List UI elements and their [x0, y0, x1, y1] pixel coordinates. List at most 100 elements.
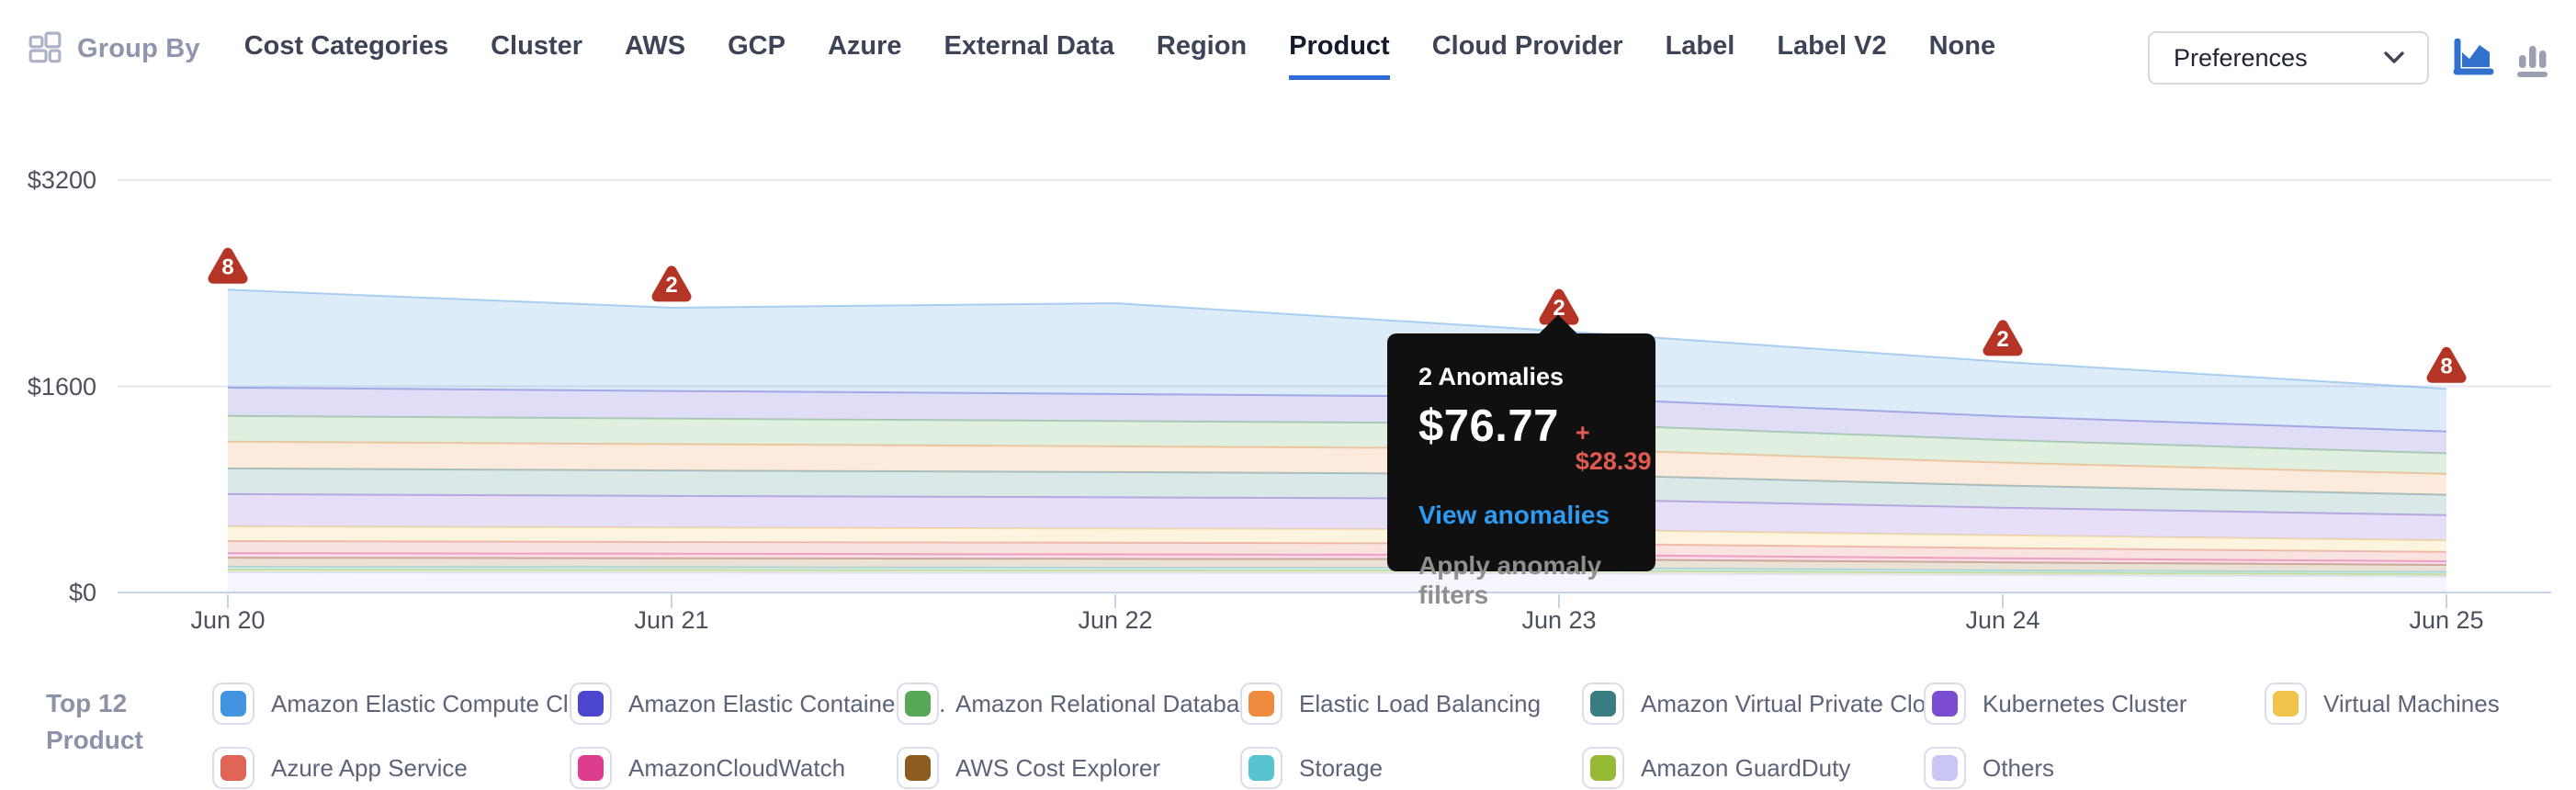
x-axis-label-jun-23: Jun 23: [1521, 606, 1597, 634]
tab-azure[interactable]: Azure: [827, 31, 902, 61]
tab-label-v2[interactable]: Label V2: [1777, 31, 1887, 61]
tab-none[interactable]: None: [1928, 31, 1996, 61]
legend-swatch-color: [1932, 755, 1958, 781]
legend-item-amazon-virtual-private-cloud[interactable]: Amazon Virtual Private Cloud: [1582, 682, 1952, 726]
legend-item-amazon-guardduty[interactable]: Amazon GuardDuty: [1582, 746, 1850, 790]
y-axis-label-3200: $3200: [27, 166, 96, 194]
legend-item-elastic-load-balancing[interactable]: Elastic Load Balancing: [1240, 682, 1541, 726]
legend-title: Top 12 Product: [46, 685, 143, 759]
legend-swatch-color: [578, 691, 604, 717]
preferences-dropdown[interactable]: Preferences: [2148, 31, 2429, 85]
tab-region[interactable]: Region: [1156, 31, 1248, 61]
tab-gcp[interactable]: GCP: [728, 31, 785, 61]
anomaly-tooltip: 2 Anomalies $76.77 + $28.39 View anomali…: [1387, 314, 1655, 609]
bar-chart-icon[interactable]: [2510, 36, 2554, 80]
legend-swatch-azure-app-service: [212, 747, 254, 789]
band-amazon-relational-database-service[interactable]: [228, 415, 2446, 474]
x-axis-label-jun-25: Jun 25: [2409, 606, 2484, 634]
legend-swatch-color: [1248, 691, 1274, 717]
tab-cluster[interactable]: Cluster: [491, 31, 583, 61]
band-kubernetes-cluster[interactable]: [228, 493, 2446, 541]
legend-label: Storage: [1299, 753, 1384, 782]
legend-item-amazoncloudwatch[interactable]: AmazonCloudWatch: [570, 746, 845, 790]
view-anomalies-link[interactable]: View anomalies: [1418, 501, 1610, 529]
legend-swatch-amazon-elastic-compute-cl: [212, 683, 254, 725]
anomaly-marker-jun-24[interactable]: 2: [1983, 320, 2023, 356]
legend-swatch-color: [1590, 755, 1616, 781]
anomaly-marker-jun-25[interactable]: 8: [2426, 346, 2467, 383]
legend-swatch-virtual-machines: [2265, 683, 2307, 725]
svg-text:2: 2: [1996, 327, 2008, 352]
tooltip-value-row: $76.77 + $28.39: [1418, 401, 1651, 476]
band-elastic-load-balancing[interactable]: [228, 441, 2446, 495]
legend-swatch-elastic-load-balancing: [1240, 683, 1282, 725]
legend-swatch-amazon-virtual-private-cloud: [1582, 683, 1624, 725]
legend-item-storage[interactable]: Storage: [1240, 746, 1383, 790]
band-line-elastic-load-balancing: [227, 440, 2447, 475]
apply-anomaly-filters-link[interactable]: Apply anomaly filters: [1418, 551, 1602, 609]
band-line-amazon-guardduty: [227, 569, 2447, 576]
band-amazon-elastic-compute-cloud[interactable]: [228, 289, 2446, 432]
band-line-virtual-machines: [227, 525, 2447, 542]
band-amazon-virtual-private-cloud[interactable]: [228, 468, 2446, 515]
legend-label: Amazon Elastic Container S...: [628, 689, 946, 717]
group-by-control: Group By: [28, 31, 200, 66]
legend-label: Kubernetes Cluster: [1983, 689, 2187, 717]
legend-item-amazon-relational-databas[interactable]: Amazon Relational Databas...: [897, 682, 1271, 726]
x-axis-label-jun-24: Jun 24: [1965, 606, 2040, 634]
legend-item-aws-cost-explorer[interactable]: AWS Cost Explorer: [897, 746, 1160, 790]
tab-aws[interactable]: AWS: [625, 31, 686, 61]
band-line-amazoncloudwatch: [227, 552, 2447, 562]
x-axis-label-jun-20: Jun 20: [190, 606, 266, 634]
legend-item-amazon-elastic-compute-cl[interactable]: Amazon Elastic Compute Cl...: [212, 682, 588, 726]
legend-label: AmazonCloudWatch: [628, 753, 846, 782]
group-by-grid-icon: [28, 31, 62, 66]
tab-product[interactable]: Product: [1289, 31, 1390, 80]
band-storage[interactable]: [228, 567, 2446, 575]
tab-external-data[interactable]: External Data: [943, 31, 1114, 61]
legend-item-virtual-machines[interactable]: Virtual Machines: [2265, 682, 2500, 726]
legend-swatch-color: [1248, 755, 1274, 781]
legend-label: Azure App Service: [271, 753, 468, 782]
area-chart-icon[interactable]: [2451, 36, 2495, 80]
x-axis-label-jun-21: Jun 21: [634, 606, 709, 634]
band-others[interactable]: [228, 572, 2446, 592]
legend-item-others[interactable]: Others: [1924, 746, 2054, 790]
tooltip-title: 2 Anomalies: [1418, 363, 1565, 390]
band-azure-app-service[interactable]: [228, 541, 2446, 561]
band-amazon-guardduty[interactable]: [228, 570, 2446, 577]
legend-label: Others: [1983, 753, 2055, 782]
legend-swatch-amazon-guardduty: [1582, 747, 1624, 789]
legend-label: Amazon Virtual Private Cloud: [1641, 689, 1953, 717]
legend-swatch-storage: [1240, 747, 1282, 789]
legend-swatch-amazon-elastic-container-s: [570, 683, 612, 725]
tab-cost-categories[interactable]: Cost Categories: [243, 31, 449, 61]
legend-item-kubernetes-cluster[interactable]: Kubernetes Cluster: [1924, 682, 2187, 726]
preferences-label: Preferences: [2174, 43, 2308, 72]
legend-swatch-color: [578, 755, 604, 781]
band-amazoncloudwatch[interactable]: [228, 553, 2446, 565]
legend-swatch-color: [1932, 691, 1958, 717]
legend-swatch-color: [905, 691, 931, 717]
group-by-label: Group By: [77, 33, 200, 63]
anomaly-marker-jun-20[interactable]: 8: [208, 247, 248, 284]
legend-swatch-aws-cost-explorer: [897, 747, 939, 789]
legend-swatch-kubernetes-cluster: [1924, 683, 1966, 725]
svg-text:2: 2: [665, 273, 677, 298]
legend-item-amazon-elastic-container-s[interactable]: Amazon Elastic Container S...: [570, 682, 945, 726]
tab-cloud-provider[interactable]: Cloud Provider: [1431, 31, 1623, 61]
legend-swatch-color: [220, 755, 246, 781]
band-amazon-elastic-container-service[interactable]: [228, 387, 2446, 454]
svg-text:8: 8: [2440, 354, 2452, 378]
header-bar: Group By Cost Categories Cluster AWS GCP Azu…: [0, 0, 2576, 103]
anomaly-marker-jun-21[interactable]: 2: [651, 265, 692, 302]
legend-item-azure-app-service[interactable]: Azure App Service: [212, 746, 468, 790]
legend-swatch-color: [2273, 691, 2299, 717]
band-line-aws-cost-explorer: [227, 557, 2447, 566]
tab-label[interactable]: Label: [1665, 31, 1735, 61]
legend-label: Amazon Elastic Compute Cl...: [271, 689, 589, 717]
band-aws-cost-explorer[interactable]: [228, 558, 2446, 572]
band-virtual-machines[interactable]: [228, 526, 2446, 552]
